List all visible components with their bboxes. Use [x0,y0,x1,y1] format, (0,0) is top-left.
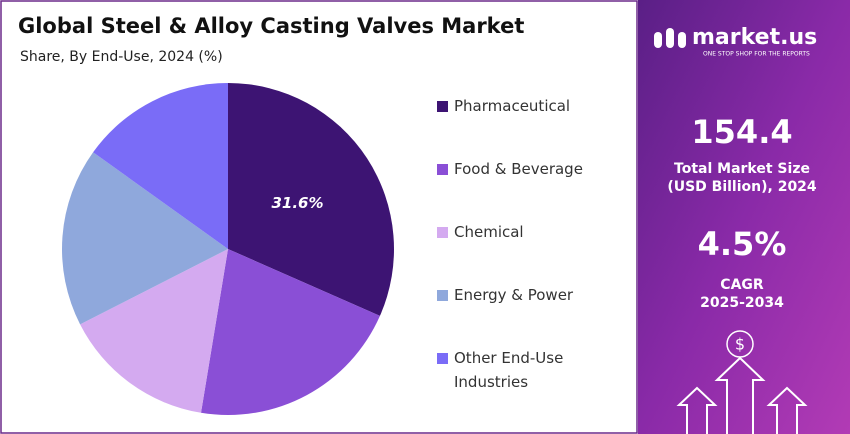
legend-item: Pharmaceutical [437,97,607,118]
market-size-label: (USD Billion), 2024 [667,179,817,195]
side-panel [638,0,850,434]
legend-swatch [437,353,448,364]
legend-swatch [437,101,448,112]
legend-swatch [437,164,448,175]
legend-label: Pharmaceutical [454,97,571,115]
arrows-icon [676,330,808,434]
chart-subtitle: Share, By End-Use, 2024 (%) [20,49,223,65]
legend-swatch [437,290,448,301]
tagline: ONE STOP SHOP FOR THE REPORTS [703,51,810,58]
legend-item: Chemical [437,223,607,244]
pie-slice [80,249,228,413]
legend-swatch [437,227,448,238]
legend-item: Energy & Power [437,286,607,307]
chart-title: Global Steel & Alloy Casting Valves Mark… [18,14,524,38]
cagr-label: CAGR [720,277,764,293]
legend-label: Other End-Use Industries [454,349,564,391]
legend-item: Food & Beverage [437,160,607,181]
pie-slice [61,152,229,325]
dollar-icon: $ [735,335,745,354]
legend-label: Food & Beverage [454,160,583,178]
cagr-label: 2025-2034 [700,295,784,311]
frame [0,0,638,434]
legend-item: Other End-Use Industries [437,349,607,394]
market-size: 154.4 [691,113,792,151]
legend-label: Chemical [454,223,524,241]
pie-slice [228,83,394,316]
slice-label: 31.6% [271,194,323,212]
logo [654,28,686,48]
cagr: 4.5% [698,225,787,263]
brand: market.us [692,25,817,50]
market-size-label: Total Market Size [674,161,810,177]
pie-slice [93,83,228,249]
legend-label: Energy & Power [454,286,574,304]
pie-slice [201,249,380,415]
